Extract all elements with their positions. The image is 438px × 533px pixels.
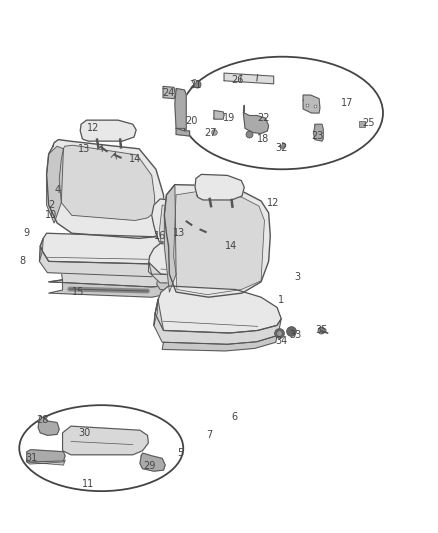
Text: 11: 11 — [82, 479, 95, 489]
Text: 14: 14 — [129, 154, 141, 164]
Polygon shape — [155, 286, 281, 333]
Polygon shape — [148, 262, 238, 283]
Text: 10: 10 — [45, 211, 57, 220]
Text: 18: 18 — [257, 134, 269, 143]
Text: 3: 3 — [295, 272, 301, 282]
Text: 13: 13 — [78, 144, 90, 154]
Text: 34: 34 — [276, 336, 288, 346]
Text: 5: 5 — [177, 448, 183, 458]
Text: 19: 19 — [223, 113, 236, 123]
Polygon shape — [162, 336, 277, 351]
Text: 22: 22 — [257, 113, 269, 123]
Text: 9: 9 — [24, 228, 30, 238]
Text: 30: 30 — [78, 428, 90, 438]
Polygon shape — [59, 145, 155, 221]
Polygon shape — [164, 184, 176, 292]
Polygon shape — [46, 146, 64, 223]
Text: 20: 20 — [185, 116, 198, 126]
Polygon shape — [154, 300, 281, 344]
Polygon shape — [154, 300, 158, 325]
Polygon shape — [214, 110, 224, 119]
Polygon shape — [314, 124, 323, 141]
Polygon shape — [39, 246, 169, 277]
Polygon shape — [303, 95, 320, 113]
Polygon shape — [40, 233, 169, 264]
Polygon shape — [175, 88, 186, 131]
Text: 25: 25 — [362, 118, 374, 128]
Text: 21: 21 — [190, 80, 202, 90]
Text: 14: 14 — [225, 241, 237, 251]
Polygon shape — [49, 280, 164, 297]
Text: 24: 24 — [162, 87, 175, 98]
Polygon shape — [157, 277, 234, 292]
Text: 35: 35 — [316, 326, 328, 335]
Polygon shape — [39, 238, 43, 261]
Text: 8: 8 — [19, 256, 25, 266]
Polygon shape — [27, 450, 65, 462]
Text: 16: 16 — [154, 231, 166, 241]
Text: 13: 13 — [173, 228, 185, 238]
Text: 23: 23 — [311, 131, 324, 141]
Polygon shape — [176, 128, 190, 136]
Polygon shape — [46, 140, 164, 238]
Polygon shape — [80, 120, 136, 141]
Polygon shape — [244, 106, 268, 133]
Text: 28: 28 — [36, 415, 49, 425]
Polygon shape — [38, 416, 59, 435]
Text: 31: 31 — [25, 454, 38, 463]
Polygon shape — [163, 86, 175, 99]
Text: 12: 12 — [87, 123, 99, 133]
Polygon shape — [47, 272, 165, 287]
Polygon shape — [63, 426, 148, 455]
Polygon shape — [173, 190, 265, 295]
Polygon shape — [152, 199, 232, 244]
Text: 32: 32 — [276, 143, 288, 153]
Text: 2: 2 — [49, 200, 55, 210]
Text: 6: 6 — [232, 413, 238, 423]
Text: 33: 33 — [290, 329, 302, 340]
Polygon shape — [159, 205, 226, 242]
Text: 29: 29 — [143, 461, 155, 471]
Polygon shape — [224, 73, 274, 84]
Polygon shape — [27, 460, 65, 465]
Text: 26: 26 — [232, 75, 244, 85]
Text: 4: 4 — [55, 185, 61, 195]
Polygon shape — [140, 453, 165, 471]
Text: 1: 1 — [278, 295, 284, 305]
Text: 7: 7 — [206, 430, 212, 440]
Text: 12: 12 — [267, 198, 280, 207]
Text: 17: 17 — [341, 98, 353, 108]
Text: 15: 15 — [72, 287, 84, 297]
Polygon shape — [149, 244, 238, 277]
Polygon shape — [195, 174, 244, 200]
Text: 27: 27 — [204, 128, 217, 139]
Polygon shape — [164, 184, 270, 297]
